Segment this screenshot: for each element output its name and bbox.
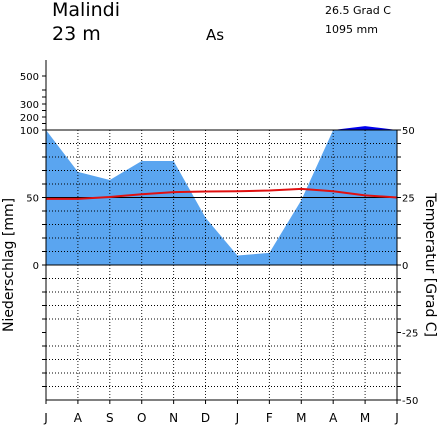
precipitation-high-area: [333, 126, 397, 130]
left-tick-label: 50: [26, 194, 39, 205]
temperature-line: [46, 187, 398, 200]
month-label: D: [201, 411, 210, 425]
precipitation-axis-title: Niederschlag [mm]: [1, 198, 17, 332]
month-label: M: [296, 411, 306, 425]
left-tick-label: 300: [20, 100, 39, 111]
climate-class: As: [206, 26, 224, 44]
annual-precipitation: 1095 mm: [325, 23, 378, 36]
temperature-axis-title: Temperatur [Grad C]: [422, 192, 438, 337]
month-label: S: [106, 411, 114, 425]
month-label: N: [169, 411, 178, 425]
mean-temperature: 26.5 Grad C: [325, 4, 391, 17]
month-label: J: [43, 411, 48, 425]
month-label: J: [235, 411, 240, 425]
left-tick-label: 200: [20, 113, 39, 124]
station-elevation: 23 m: [52, 23, 101, 45]
right-tick-label: 50: [402, 126, 415, 137]
station-name: Malindi: [52, 0, 120, 21]
right-tick-label: -50: [402, 396, 418, 407]
month-label: A: [329, 411, 338, 425]
left-tick-label: 100: [20, 126, 39, 137]
plot-area: [46, 126, 398, 400]
right-tick-label: 0: [402, 261, 408, 272]
month-label: F: [266, 411, 273, 425]
left-tick-label: 500: [20, 72, 39, 83]
month-label: O: [137, 411, 146, 425]
precipitation-area: [46, 130, 397, 265]
month-label: A: [74, 411, 83, 425]
right-tick-label: 25: [402, 194, 415, 205]
right-tick-label: -25: [402, 329, 418, 340]
left-tick-label: 0: [33, 261, 39, 272]
month-label: M: [360, 411, 370, 425]
month-label: J: [394, 411, 399, 425]
